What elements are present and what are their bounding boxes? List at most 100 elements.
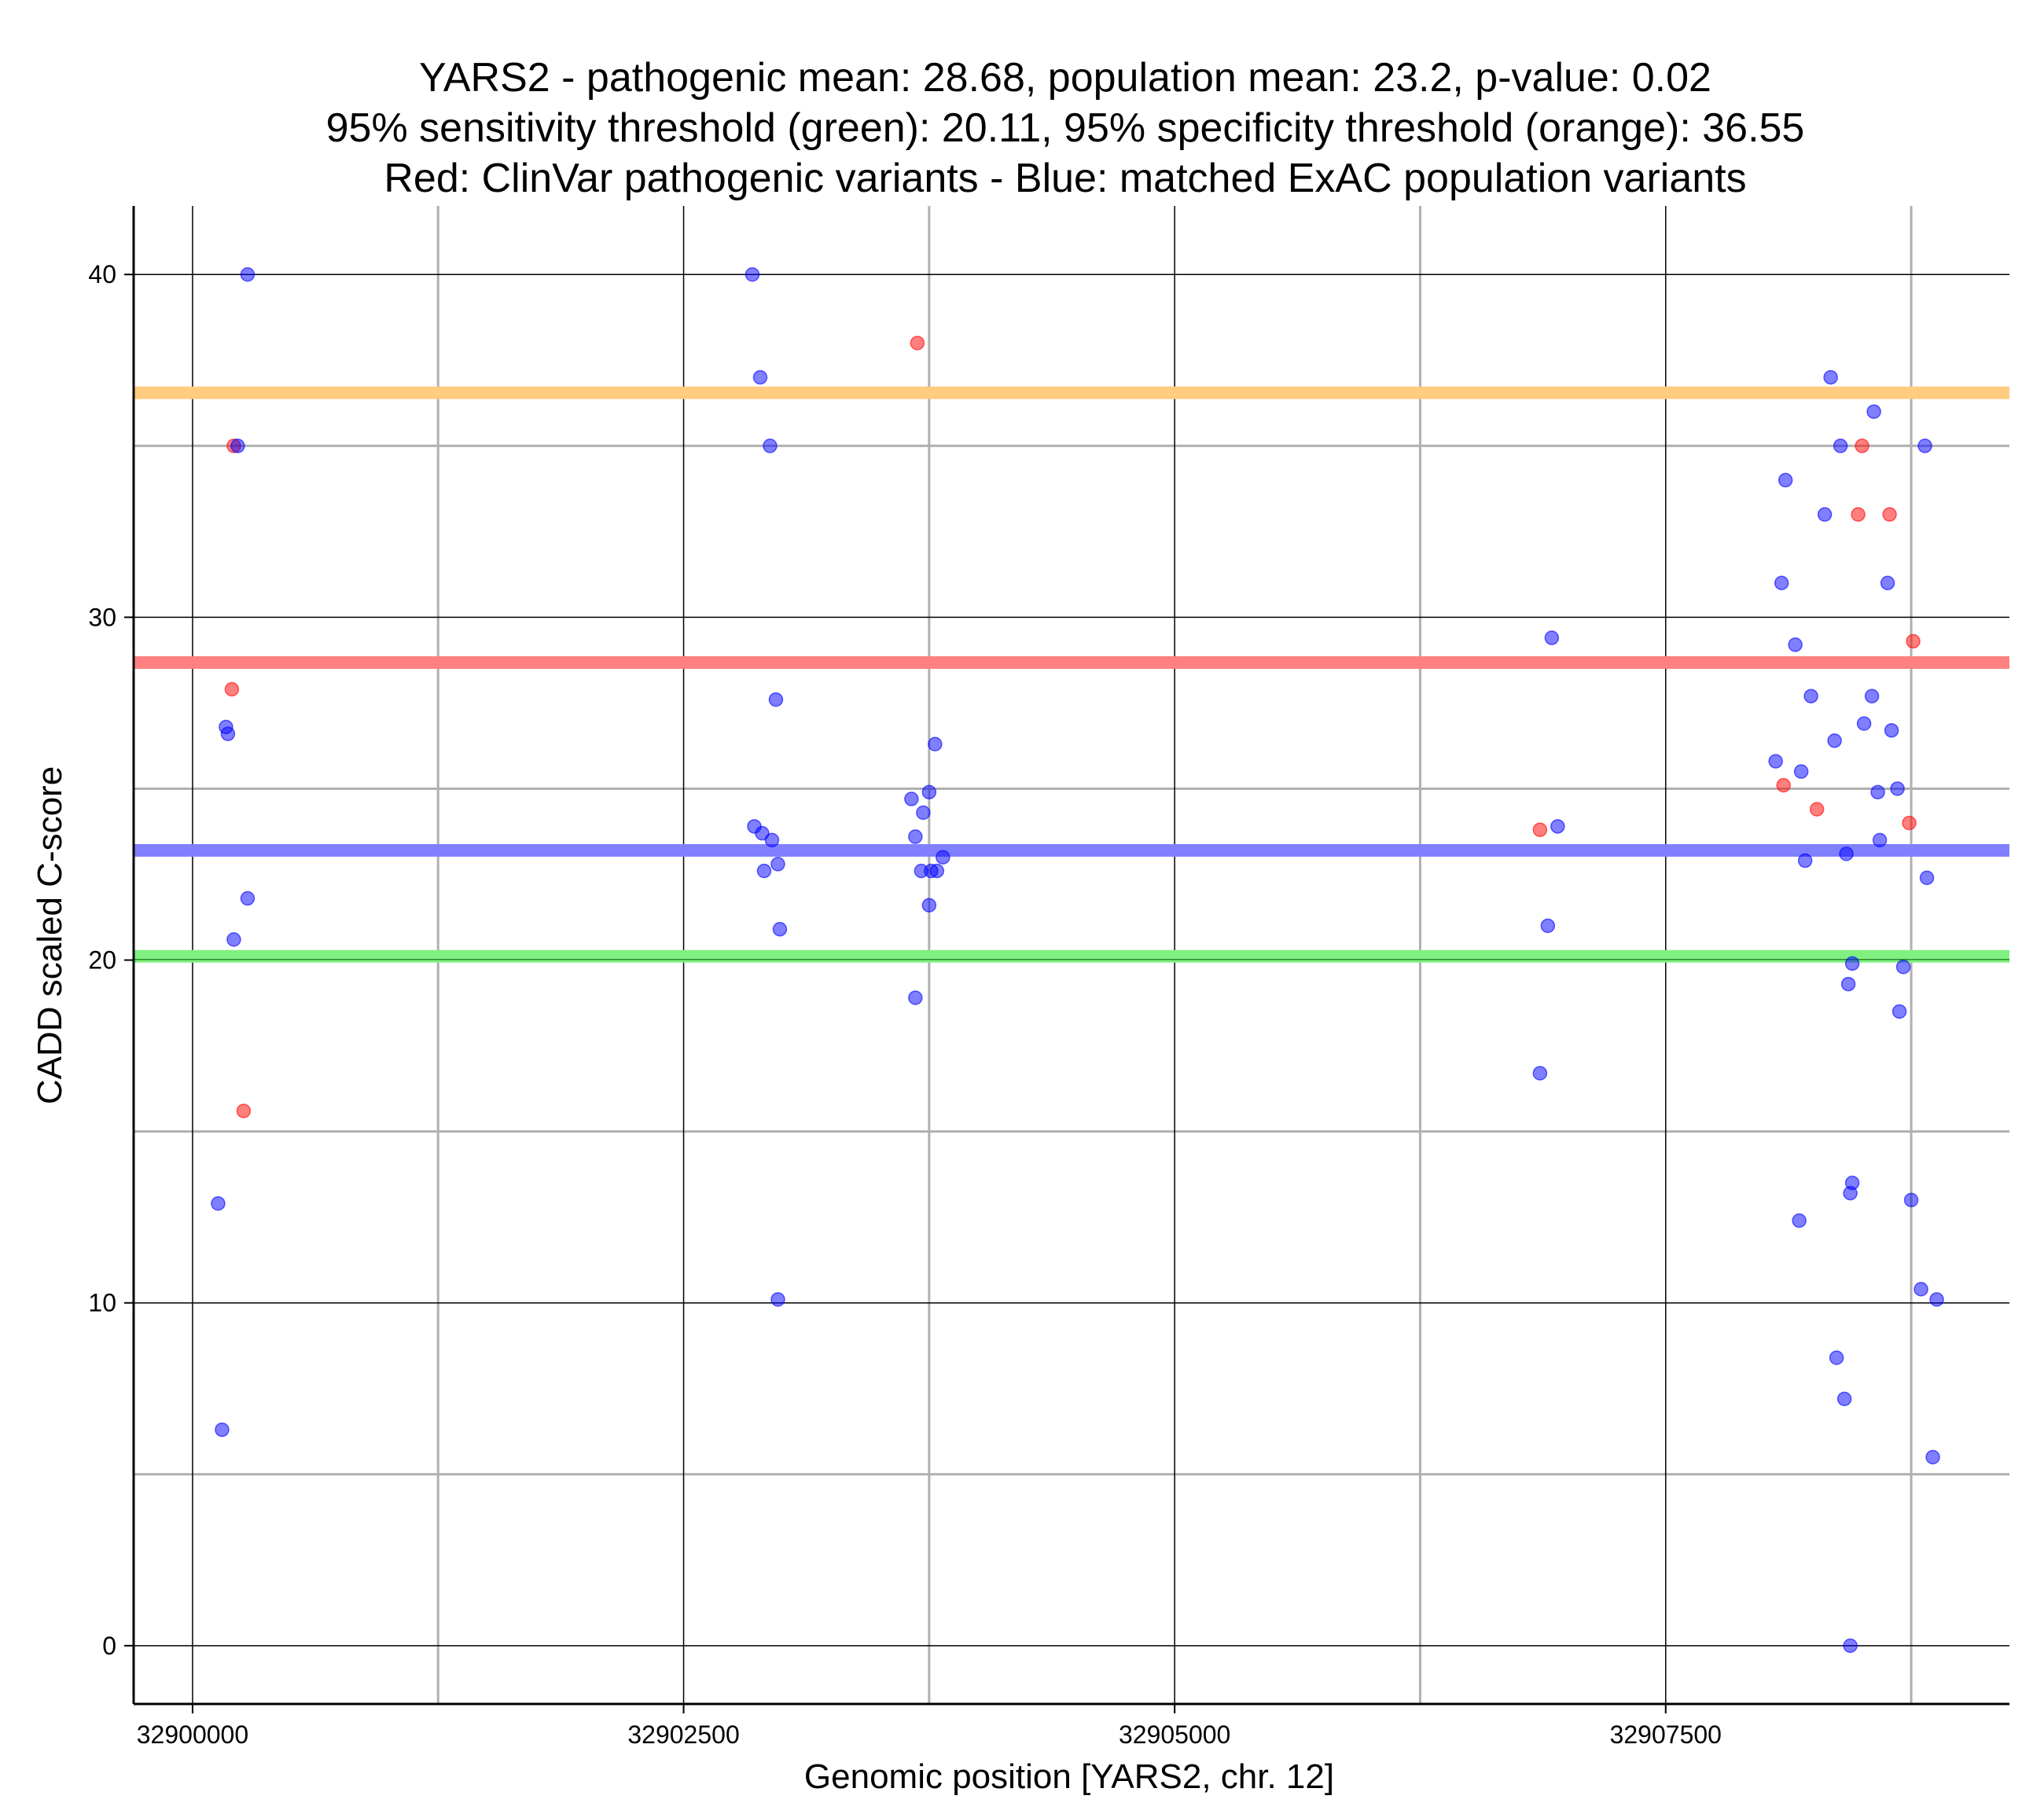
population-variant-point [211, 1195, 226, 1211]
population-variant-point [1843, 1638, 1858, 1654]
population-variant-point [1880, 575, 1895, 591]
population-variant-point [929, 863, 945, 879]
population-variant-point [1856, 716, 1872, 731]
population-variant-point [755, 825, 770, 841]
population-variant-point [240, 890, 256, 906]
x-tick-label: 32900000 [137, 1720, 248, 1749]
population-variant-point [1917, 439, 1932, 454]
population-variant-point [1844, 956, 1860, 971]
population-variant-point [1872, 832, 1888, 848]
population-variant-point [928, 736, 943, 752]
population-variant-point [1540, 918, 1556, 934]
population-variant-point [1823, 369, 1838, 385]
title-line-2: 95% sensitivity threshold (green): 20.11… [326, 105, 1805, 151]
population-variant-point [1833, 439, 1848, 454]
population-variant-point [770, 1292, 785, 1307]
pathogenic-variant-point [910, 336, 925, 351]
population-variant-point [1884, 723, 1899, 738]
population-variant-point [1829, 1350, 1844, 1365]
pathogenic-variant-point [1855, 439, 1869, 454]
population-variant-point [1532, 1066, 1548, 1081]
pathogenic-variant-point [1882, 507, 1897, 522]
population-variant-point [764, 832, 780, 848]
population-variant-point [1792, 1213, 1807, 1228]
population-variant-point [1793, 764, 1809, 779]
population-variant-point [1544, 630, 1560, 645]
x-tick-label: 32905000 [1119, 1720, 1230, 1749]
threshold-lines [134, 386, 2009, 963]
population-variant-point [908, 829, 923, 844]
pathogenic-variant-point [1902, 815, 1917, 831]
population-variant-point [921, 784, 937, 800]
x-axis-ticks: 32900000 32902500 32905000 32907500 [137, 1704, 1722, 1749]
title-line-1: YARS2 - pathogenic mean: 28.68, populati… [419, 55, 1711, 101]
pathogenic-variant-point [1906, 633, 1921, 649]
population-variant-point [1895, 960, 1911, 975]
population-variant-point [230, 439, 245, 454]
y-tick-label: 0 [102, 1632, 116, 1660]
minor-gridlines [134, 206, 2009, 1704]
pathogenic-variant-point [1776, 777, 1791, 793]
population-variant-point [904, 791, 919, 806]
population-variant-point [908, 990, 923, 1005]
pathogenic-variant-point [1532, 822, 1548, 838]
population-variant-point [215, 1422, 230, 1438]
population-variant-point [1929, 1292, 1944, 1307]
population-variant-point [1870, 784, 1885, 800]
population-variant-point [763, 439, 778, 454]
population-variant-point [916, 805, 931, 821]
population-variant-point [1913, 1282, 1928, 1297]
population-variant-point [1777, 472, 1793, 488]
major-gridlines [134, 206, 2009, 1704]
y-tick-label: 40 [88, 260, 116, 288]
population-variant-point [744, 266, 760, 282]
pathogenic-variant-point [236, 1103, 252, 1118]
population-variant-point [1550, 819, 1565, 834]
x-tick-label: 32907500 [1610, 1720, 1722, 1749]
population-variant-point [1866, 404, 1881, 419]
population-variant-point [1839, 846, 1854, 861]
population-variant-point [220, 726, 236, 741]
y-axis-ticks: 0 10 20 30 40 [88, 260, 134, 1660]
y-axis-label: CADD scaled C-score [31, 766, 69, 1104]
population-variant-point [772, 922, 788, 937]
y-tick-label: 30 [88, 603, 116, 631]
population-variant-point [1827, 733, 1842, 748]
population-variant-point [226, 932, 241, 947]
population-variant-point [1774, 575, 1789, 591]
x-tick-label: 32902500 [627, 1720, 739, 1749]
population-variant-point [768, 692, 784, 707]
population-variant-point [1903, 1192, 1919, 1208]
population-variant-point [240, 266, 256, 282]
population-variant-point [1836, 1391, 1852, 1407]
population-variant-point [1890, 781, 1905, 796]
axes [132, 206, 2009, 1706]
x-axis-label: Genomic position [YARS2, chr. 12] [804, 1757, 1334, 1796]
population-variant-point [1844, 1175, 1860, 1191]
population-variant-point [921, 898, 937, 913]
y-tick-label: 10 [88, 1289, 116, 1317]
y-tick-label: 20 [88, 946, 116, 975]
title-line-3: Red: ClinVar pathogenic variants - Blue:… [384, 156, 1746, 201]
population-variant-point [1864, 689, 1880, 703]
chart-title: YARS2 - pathogenic mean: 28.68, populati… [326, 55, 1805, 201]
pathogenic-variant-point [224, 681, 240, 697]
population-variant-point [1803, 689, 1818, 703]
population-variant-point [1768, 754, 1783, 769]
population-variant-point [1925, 1449, 1940, 1465]
population-variant-point [1919, 870, 1935, 886]
population-variant-point [1797, 853, 1813, 868]
population-variant-point [770, 857, 785, 872]
pathogenic-variant-point [1809, 802, 1825, 817]
pathogenic-variant-point [1851, 507, 1866, 522]
population-variant-point [936, 850, 950, 865]
population-variant-point [1840, 976, 1856, 992]
data-points [211, 266, 1944, 1654]
population-variant-point [1817, 507, 1833, 522]
population-variant-point [756, 863, 772, 879]
population-variant-point [1891, 1004, 1907, 1019]
population-variant-point [752, 369, 768, 385]
population-variant-point [1788, 637, 1803, 652]
